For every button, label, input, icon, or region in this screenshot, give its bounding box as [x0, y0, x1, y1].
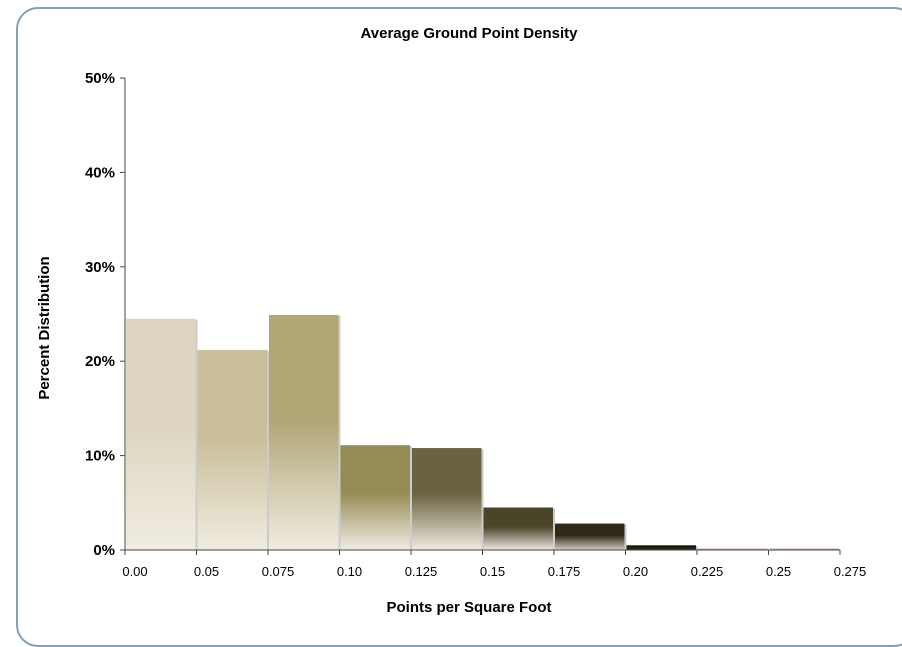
histogram-bar [627, 545, 697, 550]
histogram-bar [484, 508, 554, 550]
x-tick-label: 0.25 [766, 564, 791, 579]
x-tick-label: 0.20 [623, 564, 648, 579]
histogram-bar [126, 319, 196, 550]
x-tick-label: 0.075 [262, 564, 295, 579]
x-tick-label: 0.175 [548, 564, 581, 579]
histogram-bar [555, 524, 625, 550]
y-tick-label: 30% [85, 259, 115, 276]
y-tick-label: 40% [85, 164, 115, 181]
bars-group [126, 315, 841, 550]
x-tick-label: 0.275 [834, 564, 867, 579]
y-axis-title: Percent Distribution [36, 256, 53, 399]
chart-title: Average Ground Point Density [361, 25, 579, 42]
x-tick-label: 0.125 [405, 564, 438, 579]
x-tick-label: 0.00 [122, 564, 147, 579]
y-tick-label: 0% [93, 542, 115, 559]
x-tick-label: 0.15 [480, 564, 505, 579]
x-tick-label: 0.225 [691, 564, 724, 579]
y-tick-label: 20% [85, 353, 115, 370]
y-tick-label: 50% [85, 70, 115, 87]
chart-area: Average Ground Point Density 0% 10% 20% 30%… [0, 0, 902, 623]
histogram-bar [341, 445, 411, 550]
x-axis-title: Points per Square Foot [386, 599, 551, 616]
x-tick-label: 0.05 [194, 564, 219, 579]
histogram-bar [412, 448, 482, 550]
histogram-bar [198, 350, 268, 550]
histogram-bar [269, 315, 339, 550]
x-tick-label: 0.10 [337, 564, 362, 579]
y-tick-label: 10% [85, 448, 115, 465]
